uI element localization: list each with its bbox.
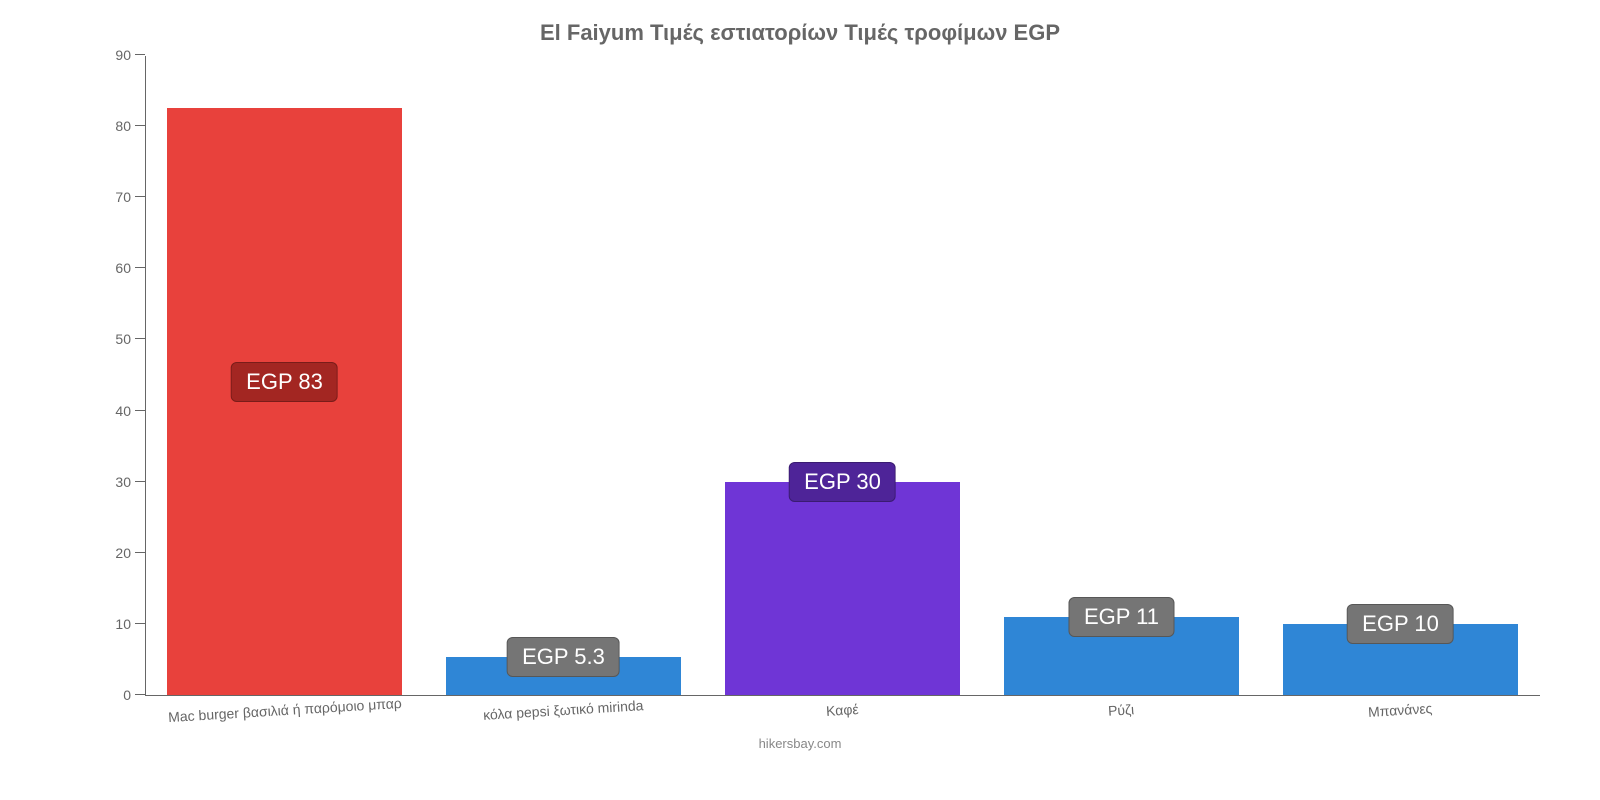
y-tick	[135, 267, 145, 268]
bar: EGP 10	[1283, 624, 1517, 695]
y-tick	[135, 196, 145, 197]
y-tick	[135, 623, 145, 624]
x-label-slot: Καφέ	[703, 702, 982, 718]
y-axis-label: 60	[115, 260, 131, 276]
bars-row: EGP 83 EGP 5.3 EGP 30 EGP 11 EGP 10	[145, 56, 1540, 695]
y-tick	[135, 54, 145, 55]
y-axis-label: 30	[115, 474, 131, 490]
x-axis-labels: Mac burger βασιλιά ή παρόμοιο μπαρκόλα p…	[145, 702, 1540, 718]
attribution-text: hikersbay.com	[40, 736, 1560, 751]
x-axis-label: Ρύζι	[1108, 701, 1135, 719]
x-label-slot: Ρύζι	[982, 702, 1261, 718]
chart-title: El Faiyum Τιμές εστιατορίων Τιμές τροφίμ…	[40, 20, 1560, 46]
bar: EGP 83	[167, 108, 401, 695]
chart-container: El Faiyum Τιμές εστιατορίων Τιμές τροφίμ…	[40, 20, 1560, 780]
x-axis-label: Καφέ	[826, 701, 860, 719]
y-tick	[135, 338, 145, 339]
bar-slot: EGP 83	[145, 56, 424, 695]
y-tick	[135, 481, 145, 482]
value-badge: EGP 10	[1347, 604, 1454, 644]
y-tick	[135, 125, 145, 126]
y-axis-label: 50	[115, 331, 131, 347]
y-axis-label: 40	[115, 403, 131, 419]
value-badge: EGP 30	[789, 462, 896, 502]
y-axis-label: 10	[115, 616, 131, 632]
y-axis-label: 90	[115, 47, 131, 63]
value-badge: EGP 11	[1069, 597, 1174, 637]
y-axis-label: 70	[115, 189, 131, 205]
bar: EGP 5.3	[446, 657, 680, 695]
x-axis-label: κόλα pepsi ξωτικό mirinda	[483, 697, 644, 723]
bar-slot: EGP 30	[703, 56, 982, 695]
bar: EGP 11	[1004, 617, 1238, 695]
x-label-slot: Μπανάνες	[1261, 702, 1540, 718]
x-axis-label: Mac burger βασιλιά ή παρόμοιο μπαρ	[167, 695, 401, 725]
bar-slot: EGP 5.3	[424, 56, 703, 695]
y-tick	[135, 410, 145, 411]
bar-slot: EGP 10	[1261, 56, 1540, 695]
y-axis-label: 80	[115, 118, 131, 134]
x-label-slot: Mac burger βασιλιά ή παρόμοιο μπαρ	[145, 702, 424, 718]
y-tick	[135, 552, 145, 553]
value-badge: EGP 5.3	[507, 637, 620, 677]
bar-slot: EGP 11	[982, 56, 1261, 695]
plot-area: 0102030405060708090 EGP 83EGP 5.3EGP 30E…	[145, 56, 1540, 696]
x-axis-label: Μπανάνες	[1368, 700, 1433, 720]
y-axis-label: 0	[123, 687, 131, 703]
value-badge: EGP 83	[231, 362, 338, 402]
x-label-slot: κόλα pepsi ξωτικό mirinda	[424, 702, 703, 718]
y-axis-label: 20	[115, 545, 131, 561]
y-tick	[135, 694, 145, 695]
bar: EGP 30	[725, 482, 959, 695]
